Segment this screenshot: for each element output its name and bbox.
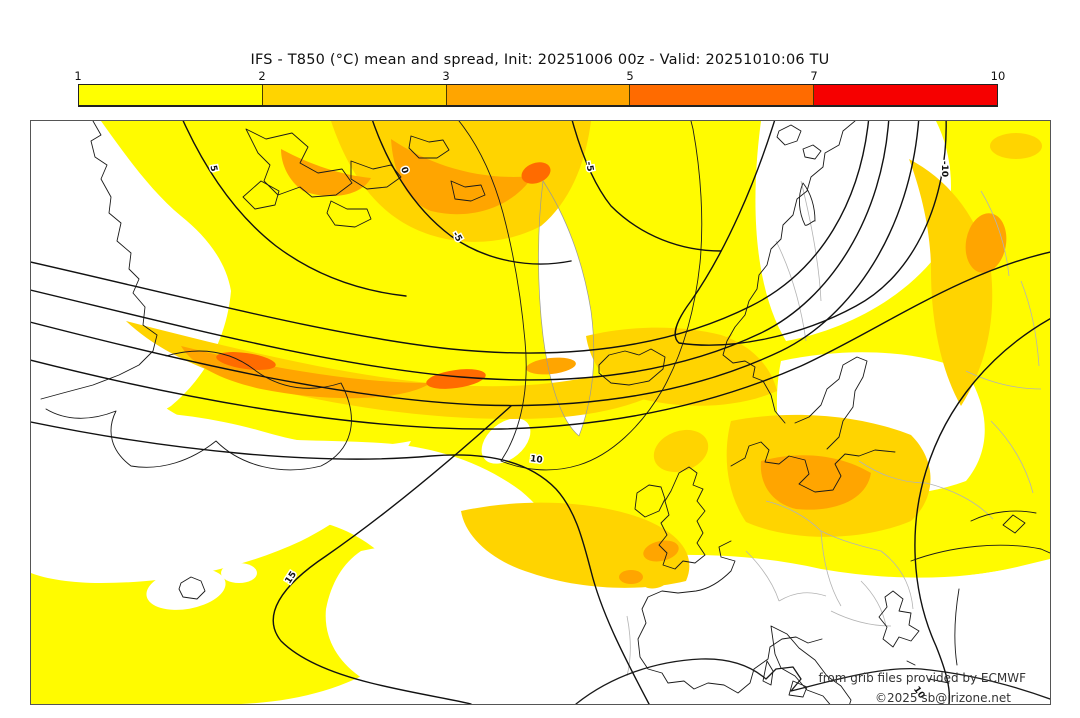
novaya-zemlya-coast xyxy=(798,182,816,226)
turkey-black-sea-coast xyxy=(910,510,1050,666)
canada-coast xyxy=(40,121,158,400)
map-canvas: 5 0 -5 -5 10 15 -10 10 from grib files p… xyxy=(30,120,1051,705)
contour-label: 10 xyxy=(529,454,543,466)
svalbard-coast xyxy=(776,124,822,160)
colorbar-segment xyxy=(630,85,815,105)
greenland-ice-edge xyxy=(538,180,595,437)
attribution: from grib files provided by ECMWF ©2025 … xyxy=(818,671,1026,704)
italy-coast xyxy=(762,625,852,704)
colorbar-segment xyxy=(446,85,631,105)
colorbar-tick-label: 3 xyxy=(442,69,450,83)
colorbar-segment xyxy=(814,85,997,105)
country-borders xyxy=(626,180,1042,677)
north-africa-coast xyxy=(575,658,1050,704)
colorbar-tick-label: 5 xyxy=(626,69,634,83)
attribution-line2: ©2025 sb@irizone.net xyxy=(875,691,1011,704)
contour-label: -5 xyxy=(583,161,595,173)
contour-label: 5 xyxy=(207,164,218,172)
arctic-island xyxy=(242,135,486,228)
greece-coast xyxy=(878,590,950,684)
colorbar-ticks: 1 2 3 5 7 10 xyxy=(74,69,1005,84)
great-britain-coast xyxy=(658,466,706,570)
colorbar-segments xyxy=(78,84,998,107)
low-spread-white-regions xyxy=(31,121,1050,704)
white-barents xyxy=(755,121,951,341)
white-south-east xyxy=(591,554,1050,704)
colorbar-tick-label: 2 xyxy=(258,69,266,83)
baltic-coast xyxy=(794,356,868,450)
page-title: IFS - T850 (°C) mean and spread, Init: 2… xyxy=(250,52,830,68)
white-left-middle xyxy=(31,411,411,583)
colorbar-segment xyxy=(79,85,263,105)
ireland-coast xyxy=(634,484,666,518)
colorbar: 1 2 3 5 7 10 xyxy=(74,69,1005,107)
t850-mean-contours xyxy=(31,121,1050,704)
arctic-island xyxy=(245,128,353,198)
norway-coast xyxy=(722,121,856,424)
france-iberia-coast xyxy=(637,540,823,694)
attribution-line1: from grib files provided by ECMWF xyxy=(818,671,1026,685)
colorbar-tick-label: 1 xyxy=(74,69,82,83)
colorbar-tick-label: 10 xyxy=(990,69,1006,83)
colorbar-segment xyxy=(262,85,447,105)
contour-label: -10 xyxy=(939,161,949,177)
azores-coast xyxy=(178,576,206,600)
iceland-coast xyxy=(598,348,666,386)
greenland-coast xyxy=(458,121,703,471)
colorbar-tick-label: 7 xyxy=(810,69,818,83)
denmark-coast xyxy=(730,441,896,493)
coastlines xyxy=(40,121,1050,704)
